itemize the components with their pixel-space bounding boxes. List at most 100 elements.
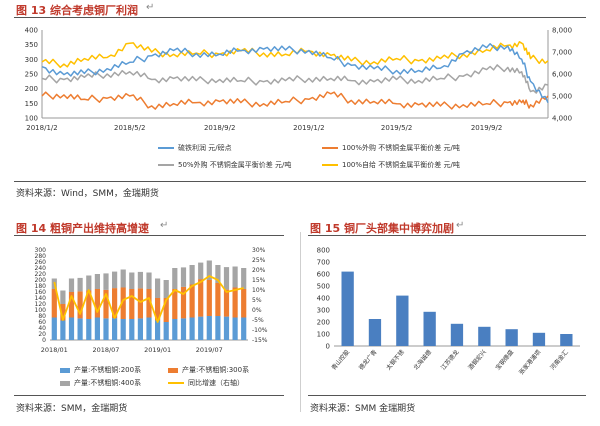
yoy-growth-line xyxy=(53,275,244,323)
stacked-bar-segment xyxy=(172,319,178,340)
legend-item: 100%自给 不锈铜金属平衡价差 元/吨 xyxy=(322,160,460,170)
stacked-bar-segment xyxy=(60,290,66,304)
legend-item: 产量:不锈粗铜:200系 xyxy=(60,365,141,375)
stacked-bar-segment xyxy=(94,289,100,318)
stacked-bar-segment xyxy=(180,318,187,340)
stacked-bar-segment xyxy=(112,318,118,340)
y-tick-label: 260 xyxy=(35,259,47,266)
y-tick-label: 150 xyxy=(25,100,38,108)
stacked-bar-segment xyxy=(51,289,57,318)
y-tick-label: 400 xyxy=(25,27,38,35)
stacked-bar-segment xyxy=(155,298,161,321)
series-line xyxy=(41,41,549,69)
legend-line-swatch xyxy=(168,382,184,384)
y-tick-label: 600 xyxy=(317,271,330,279)
y2-tick-label: 8,000 xyxy=(552,27,572,35)
stacked-bar-segment xyxy=(232,266,238,288)
figure-13-title-rule xyxy=(14,17,586,18)
stacked-bar-segment xyxy=(198,279,204,317)
x-category-label: 江苏德龙 xyxy=(439,348,461,372)
stacked-bar-segment xyxy=(146,289,152,318)
legend-line-swatch xyxy=(158,164,174,166)
legend-label: 产量:不锈粗铜:200系 xyxy=(74,366,142,374)
y-tick-label: 350 xyxy=(25,41,38,49)
y2-tick-label: -15% xyxy=(252,337,268,344)
legend-label: 产量:不锈粗铜:400系 xyxy=(74,379,142,387)
bar xyxy=(341,271,354,346)
return-arrow-icon: ↵ xyxy=(146,2,155,13)
legend-box-swatch xyxy=(60,380,70,386)
stacked-bar-segment xyxy=(189,265,195,285)
stacked-bar-segment xyxy=(51,317,57,340)
legend-box-swatch xyxy=(60,367,70,373)
stacked-bar-segment xyxy=(68,278,75,292)
y-tick-label: 250 xyxy=(25,71,38,79)
stacked-bar-segment xyxy=(86,319,92,340)
stacked-bar-segment xyxy=(206,280,212,316)
legend-line-swatch xyxy=(322,164,338,166)
y-tick-label: 60 xyxy=(38,319,46,326)
legend-label: 50%外购 不锈铜金属平衡价差 元/吨 xyxy=(178,161,292,169)
y2-tick-label: 10% xyxy=(252,287,266,294)
stacked-bar-segment xyxy=(198,262,204,280)
x-category-label: 青山控股 xyxy=(330,348,352,372)
x-category-label: 宝钢德盛 xyxy=(494,348,516,372)
y-tick-label: 300 xyxy=(35,247,47,254)
bar xyxy=(532,332,546,346)
bar xyxy=(560,334,573,346)
bar xyxy=(450,323,464,346)
figure-13-legend: 硫铁利润 元/磅点 100%外购 不锈铜金属平衡价差 元/吨 50%外购 不锈铜… xyxy=(0,143,600,173)
stacked-bar-segment xyxy=(189,284,195,318)
legend-label: 硫铁利润 元/磅点 xyxy=(178,144,232,152)
x-category-label: 太钢不锈 xyxy=(384,348,406,372)
stacked-bar-segment xyxy=(94,274,100,289)
y-tick-label: 80 xyxy=(38,313,46,320)
legend-label: 产量:不锈粗铜:300系 xyxy=(182,366,250,374)
stacked-bar-segment xyxy=(60,304,66,321)
stacked-bar-segment xyxy=(68,317,75,340)
bar xyxy=(478,326,491,346)
figure-15-source-rule xyxy=(308,395,586,396)
stacked-bar-segment xyxy=(172,289,178,319)
y-tick-label: 0 xyxy=(42,337,46,344)
column-divider xyxy=(300,232,301,412)
y-tick-label: 180 xyxy=(35,283,47,290)
x-tick-label: 2019/5/2 xyxy=(381,124,412,132)
figure-13-source-rule xyxy=(14,181,586,182)
stacked-bar-segment xyxy=(137,288,143,319)
y-tick-label: 300 xyxy=(25,56,38,64)
y-tick-label: 200 xyxy=(317,319,330,327)
y-tick-label: 240 xyxy=(35,265,47,272)
stacked-bar-segment xyxy=(103,273,109,290)
stacked-bar-segment xyxy=(215,316,221,340)
stacked-bar-segment xyxy=(206,260,212,280)
y-tick-label: 140 xyxy=(35,295,47,302)
series-line xyxy=(41,64,549,94)
y-tick-label: 120 xyxy=(35,301,47,308)
bar xyxy=(368,319,382,346)
return-arrow-icon: ↵ xyxy=(160,220,169,231)
stacked-bar-segment xyxy=(112,271,118,289)
legend-line-swatch xyxy=(158,147,174,149)
y-tick-label: 100 xyxy=(35,307,47,314)
y2-tick-label: -5% xyxy=(252,317,264,324)
y-tick-label: 300 xyxy=(317,307,330,315)
figure-15-title: 图 15 铜厂头部集中博弈加剧 xyxy=(310,222,454,235)
legend-line-swatch xyxy=(322,147,338,149)
y-tick-label: 500 xyxy=(317,283,330,291)
stacked-bar-segment xyxy=(189,317,195,340)
bar xyxy=(396,295,409,346)
x-tick-label: 2018/1/2 xyxy=(26,124,57,132)
y-tick-label: 20 xyxy=(38,331,46,338)
bar xyxy=(423,311,436,346)
y2-tick-label: -10% xyxy=(252,327,268,334)
stacked-bar-segment xyxy=(120,269,126,288)
series-line xyxy=(41,91,549,110)
y-tick-label: 200 xyxy=(25,85,38,93)
figure-14-legend: 产量:不锈粗铜:200系 产量:不锈粗铜:300系 产量:不锈粗铜:400系 同… xyxy=(0,365,300,389)
stacked-bar-segment xyxy=(232,317,238,340)
legend-label: 同比增速（右轴） xyxy=(188,379,244,387)
y-tick-label: 700 xyxy=(317,259,330,267)
x-tick-label: 2018/9/2 xyxy=(204,124,235,132)
return-arrow-icon: ↵ xyxy=(456,220,465,231)
